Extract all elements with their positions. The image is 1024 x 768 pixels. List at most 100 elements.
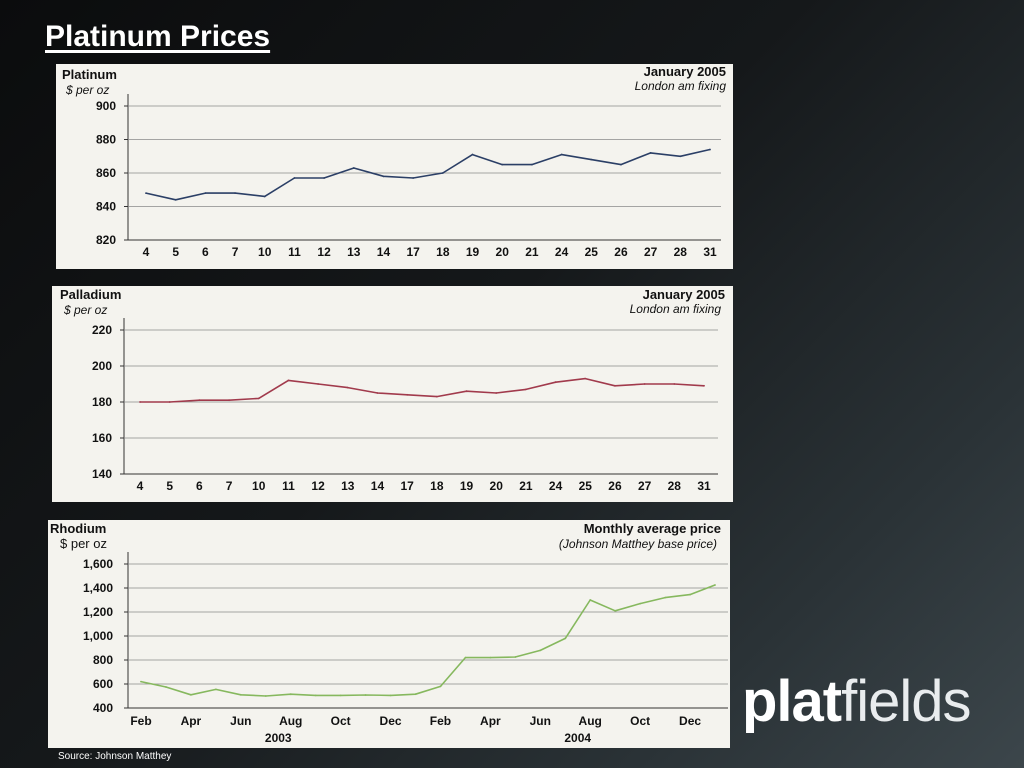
chart-period: January 2005 — [643, 287, 725, 302]
x-tick-label: Feb — [430, 714, 451, 728]
unit-label: $ per oz — [65, 83, 109, 97]
series-line — [140, 584, 716, 697]
plot-area: 900 880 860 840 820 4 5 6 7 10 11 12 13 14 17 18 19 20 21 2… — [96, 94, 721, 259]
data-point — [389, 694, 392, 697]
platfields-logo: platfields — [742, 668, 972, 735]
x-tick-label: 4 — [143, 245, 150, 259]
x-tick-label: 20 — [496, 245, 510, 259]
x-tick-label: 24 — [549, 479, 563, 493]
x-tick-label: 11 — [288, 245, 301, 259]
y-tick-label: 140 — [92, 467, 112, 481]
data-point — [139, 401, 141, 403]
data-point — [664, 596, 666, 599]
y-tick-label: 1,000 — [83, 629, 113, 643]
rhodium-chart-panel: Rhodium $ per oz Monthly average price (… — [48, 520, 730, 748]
x-tick-label: 31 — [697, 479, 711, 493]
chart-title: Palladium — [60, 287, 121, 302]
data-point — [589, 599, 592, 601]
data-point — [514, 656, 517, 658]
x-tick-label: Jun — [230, 714, 251, 728]
chart-note: London am fixing — [635, 79, 727, 93]
x-tick-label: 18 — [430, 479, 444, 493]
data-point — [264, 695, 267, 697]
unit-label: $ per oz — [60, 536, 107, 551]
chart-note: (Johnson Matthey base price) — [559, 537, 717, 551]
data-point — [174, 198, 177, 201]
x-tick-label: Oct — [630, 714, 650, 728]
x-tick-label: 14 — [371, 479, 385, 493]
x-tick-label: 19 — [466, 245, 480, 259]
data-point — [639, 602, 642, 605]
x-tick-label: 31 — [703, 245, 717, 259]
x-tick-label: 17 — [400, 479, 414, 493]
data-point — [435, 395, 438, 398]
x-tick-label: 25 — [579, 479, 593, 493]
data-point — [620, 163, 622, 166]
data-point — [560, 153, 563, 156]
year-label: 2003 — [265, 731, 292, 745]
data-point — [382, 175, 385, 178]
data-point — [165, 686, 167, 688]
y-tick-label: 180 — [92, 395, 112, 409]
x-tick-label: 28 — [668, 479, 682, 493]
series-line — [145, 148, 711, 201]
chart-title: Platinum — [62, 67, 117, 82]
x-tick-label: 13 — [347, 245, 361, 259]
x-tick-label: 7 — [232, 245, 239, 259]
x-tick-label: 12 — [311, 479, 325, 493]
x-tick-label: 6 — [202, 245, 209, 259]
data-point — [314, 694, 317, 697]
data-point — [406, 393, 409, 396]
data-point — [614, 384, 616, 387]
chart-period: January 2005 — [644, 64, 726, 79]
data-point — [614, 609, 617, 612]
x-tick-label: 13 — [341, 479, 355, 493]
x-tick-label: 27 — [638, 479, 652, 493]
data-point — [364, 694, 367, 696]
logo-light-text: fields — [841, 669, 971, 734]
data-point — [689, 593, 691, 596]
data-point — [554, 381, 557, 384]
data-point — [228, 399, 230, 402]
x-tick-label: 18 — [436, 245, 450, 259]
data-point — [495, 392, 498, 394]
x-tick-label: 26 — [614, 245, 628, 259]
x-tick-label: 6 — [196, 479, 203, 493]
data-point — [352, 167, 355, 169]
x-tick-label: Dec — [679, 714, 701, 728]
data-point — [140, 680, 142, 683]
series-line — [140, 377, 705, 403]
data-point — [714, 584, 716, 586]
data-point — [376, 392, 379, 394]
y-tick-label: 160 — [92, 431, 112, 445]
data-point — [584, 377, 587, 380]
y-tick-label: 1,600 — [83, 557, 113, 571]
data-point — [643, 383, 646, 385]
x-tick-label: 27 — [644, 245, 658, 259]
data-point — [239, 693, 242, 696]
plot-area: 220 200 180 160 140 4 5 6 7 10 11 12 13 14 17 18 19 20 21 2… — [92, 318, 718, 493]
data-point — [145, 192, 147, 195]
data-point — [679, 155, 682, 158]
y-tick-label: 1,400 — [83, 581, 113, 595]
year-label: 2004 — [564, 731, 591, 745]
x-tick-label: Apr — [181, 714, 202, 728]
data-point — [414, 693, 417, 696]
data-point — [168, 401, 171, 403]
data-point — [439, 685, 442, 688]
data-point — [190, 693, 192, 696]
chart-title: Rhodium — [50, 521, 106, 536]
x-tick-label: 5 — [172, 245, 179, 259]
y-tick-label: 1,200 — [83, 605, 113, 619]
plot-area: 1,600 1,400 1,200 1,000 800 600 400 Feb Apr Jun Au… — [83, 552, 728, 745]
chart-period: Monthly average price — [584, 521, 721, 536]
data-point — [346, 386, 349, 389]
data-point — [257, 397, 260, 400]
y-tick-label: 220 — [92, 323, 112, 337]
x-tick-label: 12 — [317, 245, 331, 259]
platinum-chart-panel: Platinum $ per oz January 2005 London am… — [56, 64, 733, 269]
platinum-chart: Platinum $ per oz January 2005 London am… — [62, 64, 727, 259]
x-tick-label: 7 — [226, 479, 233, 493]
palladium-chart: Palladium $ per oz January 2005 London a… — [60, 287, 725, 493]
data-point — [464, 656, 467, 659]
